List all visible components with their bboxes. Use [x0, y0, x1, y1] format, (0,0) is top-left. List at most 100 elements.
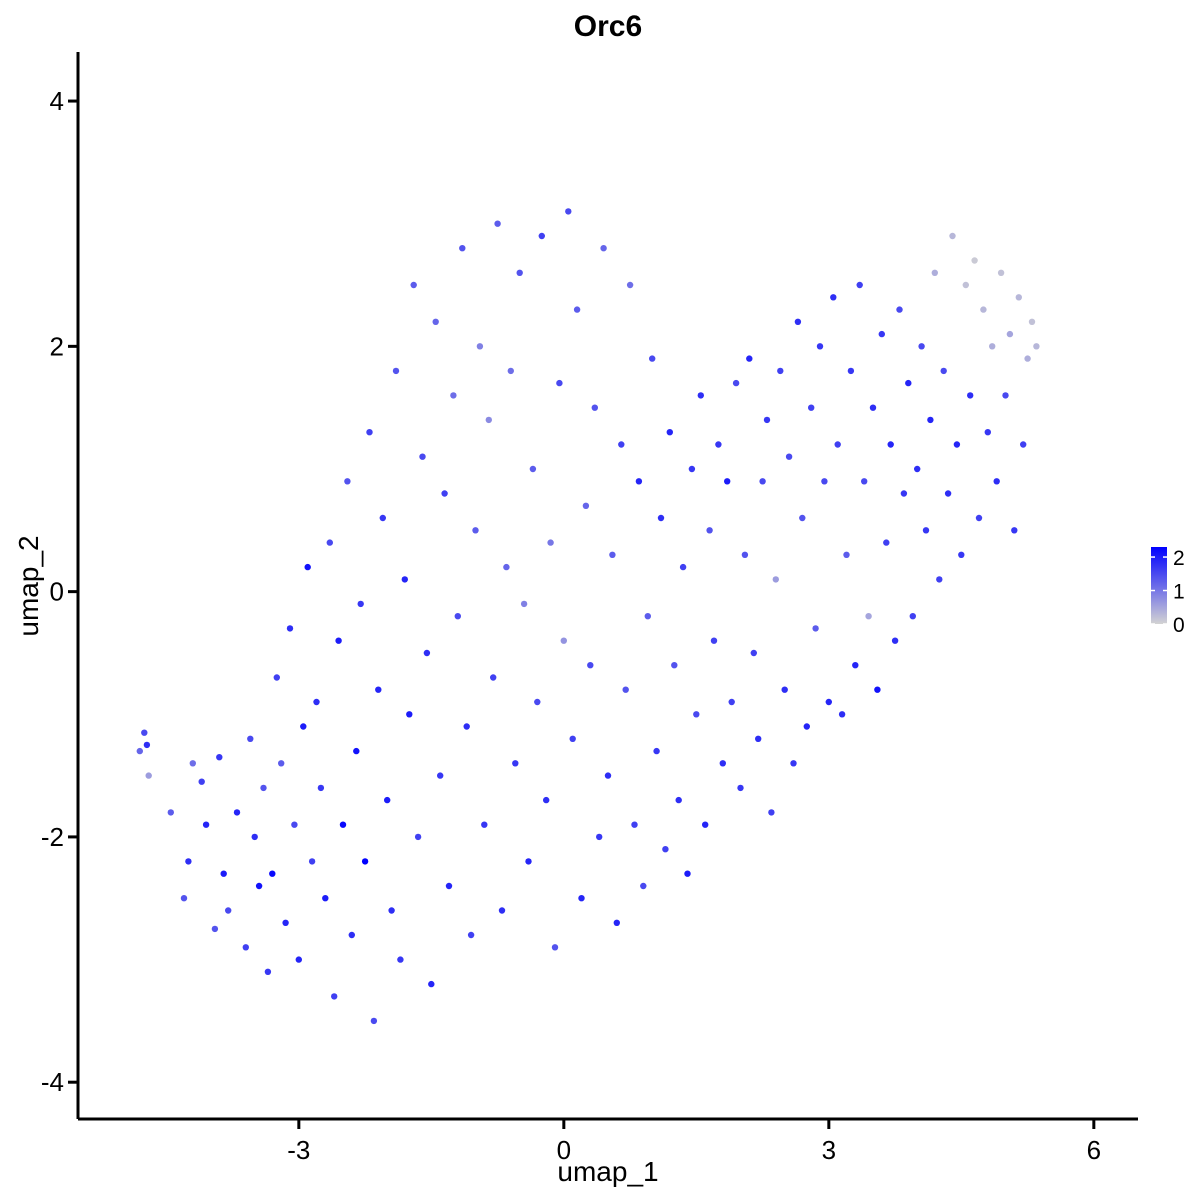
data-point	[366, 429, 373, 436]
data-point	[556, 379, 563, 387]
data-point	[428, 980, 435, 988]
color-legend: 0 1 2	[1151, 547, 1185, 637]
data-point	[529, 465, 537, 473]
data-point	[441, 490, 448, 497]
data-point	[384, 796, 391, 804]
x-tick-label: 3	[822, 1135, 836, 1165]
data-point	[1033, 343, 1040, 350]
data-point	[600, 245, 607, 252]
data-point	[693, 711, 700, 718]
data-point	[273, 674, 280, 681]
data-point	[247, 735, 254, 742]
y-tick-label: 2	[50, 331, 64, 361]
data-point	[834, 441, 841, 448]
data-point	[353, 747, 360, 755]
data-point	[949, 232, 956, 240]
data-point	[295, 956, 302, 963]
data-point	[467, 931, 475, 939]
data-point	[591, 404, 598, 411]
data-point	[1015, 294, 1022, 301]
data-point	[543, 796, 550, 804]
data-point	[233, 809, 241, 816]
data-point	[454, 613, 461, 620]
data-point	[357, 600, 364, 608]
data-point	[472, 527, 479, 534]
data-point	[794, 318, 802, 325]
data-point	[578, 895, 585, 902]
data-point	[185, 858, 192, 865]
data-point	[392, 367, 400, 375]
data-point	[490, 674, 497, 681]
data-point	[896, 306, 903, 313]
data-point	[596, 833, 603, 841]
data-point	[216, 754, 223, 761]
y-tick-label: 0	[50, 577, 64, 607]
data-point	[587, 662, 594, 669]
data-point	[847, 367, 855, 375]
data-point	[967, 392, 974, 399]
data-point	[905, 379, 912, 387]
data-point	[339, 821, 347, 828]
data-point	[710, 637, 718, 644]
data-point	[613, 919, 620, 926]
data-point	[883, 539, 890, 546]
data-point	[1006, 330, 1014, 338]
data-point	[936, 576, 943, 583]
data-point	[459, 245, 466, 252]
data-point	[410, 281, 417, 289]
data-point	[331, 993, 338, 1000]
data-point	[759, 478, 766, 485]
data-point	[675, 796, 682, 804]
data-point	[560, 637, 567, 644]
data-point	[803, 723, 810, 730]
data-point	[300, 723, 307, 730]
data-point	[618, 441, 625, 448]
data-point	[750, 649, 757, 657]
data-point	[308, 858, 316, 865]
legend-tick-label: 1	[1173, 581, 1185, 604]
y-axis-ticks: -4 -2 0 2 4	[41, 86, 78, 1097]
y-tick-label: -4	[41, 1067, 64, 1097]
data-point	[313, 698, 320, 706]
data-point	[507, 367, 514, 375]
data-point	[397, 956, 404, 963]
data-point	[379, 514, 386, 522]
data-point	[388, 907, 395, 914]
data-point	[512, 760, 519, 767]
x-tick-label: 0	[557, 1135, 571, 1165]
data-point	[891, 637, 899, 644]
data-point	[304, 563, 311, 571]
chart-title: Orc6	[574, 10, 642, 43]
data-point	[768, 809, 775, 816]
data-point	[361, 858, 369, 865]
data-point	[622, 686, 629, 693]
data-point	[997, 269, 1005, 276]
y-axis-title: umap_2	[13, 535, 44, 636]
data-point	[481, 821, 488, 828]
data-point	[865, 613, 872, 620]
data-point	[918, 343, 925, 350]
data-point	[746, 355, 753, 362]
data-point	[989, 343, 996, 350]
scatter-points	[136, 208, 1040, 1025]
data-point	[136, 747, 143, 755]
data-point	[732, 379, 740, 387]
data-point	[476, 343, 484, 350]
data-point	[763, 416, 771, 424]
data-point	[463, 723, 470, 730]
data-point	[715, 441, 722, 448]
data-point	[1002, 392, 1009, 399]
data-point	[869, 404, 877, 411]
data-point	[375, 686, 382, 693]
data-point	[370, 1017, 378, 1025]
data-point	[785, 453, 793, 460]
y-tick-label: 4	[50, 86, 64, 116]
data-point	[317, 784, 325, 792]
data-point	[962, 281, 969, 289]
data-point	[671, 662, 678, 669]
data-point	[984, 429, 991, 436]
data-point	[927, 416, 934, 424]
data-point	[437, 772, 444, 779]
data-point	[649, 355, 656, 362]
data-point	[498, 907, 506, 914]
